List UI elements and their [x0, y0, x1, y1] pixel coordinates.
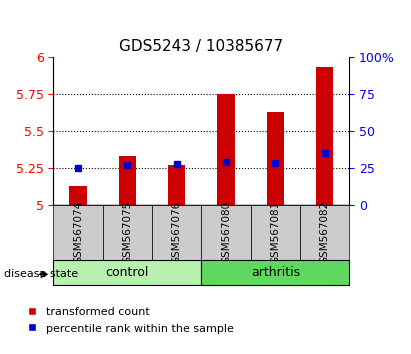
Text: GSM567081: GSM567081 — [270, 201, 280, 264]
Bar — [69, 186, 87, 205]
Text: GSM567080: GSM567080 — [221, 201, 231, 264]
Bar — [168, 165, 185, 205]
FancyBboxPatch shape — [53, 260, 201, 285]
Text: GSM567074: GSM567074 — [73, 201, 83, 264]
Bar — [217, 94, 235, 205]
FancyBboxPatch shape — [103, 205, 152, 260]
Text: GSM567075: GSM567075 — [122, 201, 132, 264]
Text: disease state: disease state — [4, 269, 78, 279]
FancyBboxPatch shape — [152, 205, 201, 260]
Bar — [119, 155, 136, 205]
FancyBboxPatch shape — [53, 205, 103, 260]
Bar — [267, 112, 284, 205]
Legend: transformed count, percentile rank within the sample: transformed count, percentile rank withi… — [26, 307, 234, 333]
FancyBboxPatch shape — [201, 260, 349, 285]
Text: GSM567082: GSM567082 — [320, 201, 330, 264]
Text: arthritis: arthritis — [251, 266, 300, 279]
FancyBboxPatch shape — [300, 205, 349, 260]
FancyBboxPatch shape — [201, 205, 251, 260]
FancyBboxPatch shape — [251, 205, 300, 260]
Text: control: control — [106, 266, 149, 279]
Title: GDS5243 / 10385677: GDS5243 / 10385677 — [119, 39, 284, 54]
Text: GSM567076: GSM567076 — [172, 201, 182, 264]
Bar — [316, 67, 333, 205]
